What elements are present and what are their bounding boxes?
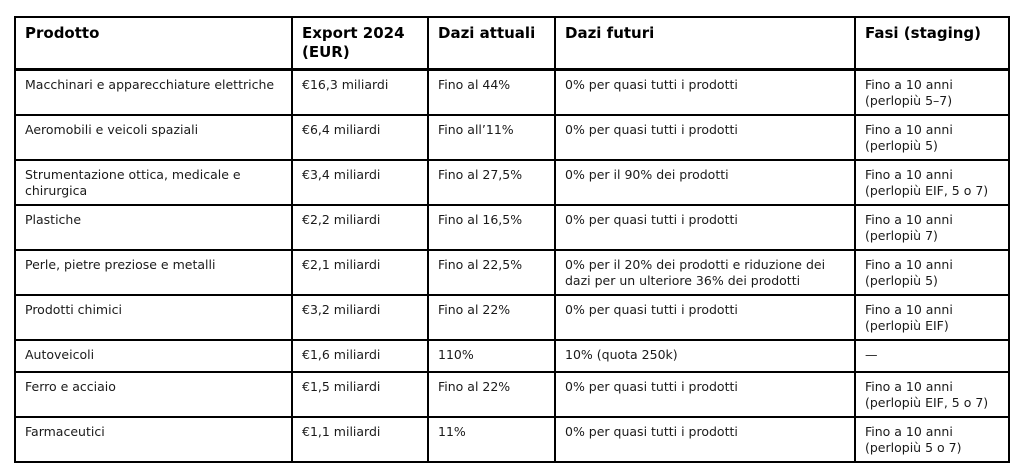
cell-dazi-attuali: 110% (427, 338, 556, 373)
cell-prodotto: Farmaceutici (14, 415, 293, 463)
cell-dazi-attuali: Fino all’11% (427, 113, 556, 161)
trade-tariff-table: Prodotto Export 2024 (EUR) Dazi attuali … (14, 16, 1010, 463)
cell-export: €3,4 miliardi (291, 158, 429, 206)
cell-export: €1,5 miliardi (291, 370, 429, 418)
trade-tariff-table-container: Prodotto Export 2024 (EUR) Dazi attuali … (14, 16, 1010, 463)
cell-dazi-futuri: 0% per il 90% dei prodotti (554, 158, 856, 206)
cell-export: €16,3 miliardi (291, 68, 429, 116)
cell-prodotto: Macchinari e apparecchiature elettriche (14, 68, 293, 116)
table-row: Strumentazione ottica, medicale e chirur… (14, 158, 1010, 206)
table-row: Prodotti chimici €3,2 miliardi Fino al 2… (14, 293, 1010, 341)
table-row: Plastiche €2,2 miliardi Fino al 16,5% 0%… (14, 203, 1010, 251)
column-header-dazi-attuali: Dazi attuali (427, 16, 556, 71)
cell-fasi: Fino a 10 anni (perlopiù EIF) (854, 293, 1010, 341)
cell-fasi: Fino a 10 anni (perlopiù 5 o 7) (854, 415, 1010, 463)
cell-prodotto: Ferro e acciaio (14, 370, 293, 418)
cell-dazi-futuri: 0% per quasi tutti i prodotti (554, 203, 856, 251)
cell-dazi-futuri: 0% per quasi tutti i prodotti (554, 68, 856, 116)
cell-export: €1,6 miliardi (291, 338, 429, 373)
table-row: Aeromobili e veicoli spaziali €6,4 milia… (14, 113, 1010, 161)
cell-fasi: Fino a 10 anni (perlopiù 7) (854, 203, 1010, 251)
cell-fasi: Fino a 10 anni (perlopiù 5) (854, 113, 1010, 161)
cell-fasi: — (854, 338, 1010, 373)
cell-dazi-attuali: Fino al 22,5% (427, 248, 556, 296)
cell-dazi-attuali: Fino al 22% (427, 370, 556, 418)
cell-dazi-attuali: Fino al 16,5% (427, 203, 556, 251)
cell-dazi-futuri: 0% per il 20% dei prodotti e riduzione d… (554, 248, 856, 296)
cell-prodotto: Strumentazione ottica, medicale e chirur… (14, 158, 293, 206)
table-row: Autoveicoli €1,6 miliardi 110% 10% (quot… (14, 338, 1010, 373)
cell-dazi-attuali: Fino al 22% (427, 293, 556, 341)
cell-prodotto: Aeromobili e veicoli spaziali (14, 113, 293, 161)
cell-fasi: Fino a 10 anni (perlopiù EIF, 5 o 7) (854, 370, 1010, 418)
cell-dazi-futuri: 10% (quota 250k) (554, 338, 856, 373)
cell-dazi-futuri: 0% per quasi tutti i prodotti (554, 370, 856, 418)
column-header-fasi-staging: Fasi (staging) (854, 16, 1010, 71)
cell-export: €3,2 miliardi (291, 293, 429, 341)
table-row: Farmaceutici €1,1 miliardi 11% 0% per qu… (14, 415, 1010, 463)
cell-export: €2,2 miliardi (291, 203, 429, 251)
cell-prodotto: Perle, pietre preziose e metalli (14, 248, 293, 296)
cell-prodotto: Autoveicoli (14, 338, 293, 373)
column-header-dazi-futuri: Dazi futuri (554, 16, 856, 71)
column-header-export-2024: Export 2024 (EUR) (291, 16, 429, 71)
cell-dazi-futuri: 0% per quasi tutti i prodotti (554, 113, 856, 161)
cell-dazi-attuali: Fino al 44% (427, 68, 556, 116)
table-row: Macchinari e apparecchiature elettriche … (14, 68, 1010, 116)
header-row: Prodotto Export 2024 (EUR) Dazi attuali … (14, 16, 1010, 71)
cell-dazi-attuali: Fino al 27,5% (427, 158, 556, 206)
table-row: Ferro e acciaio €1,5 miliardi Fino al 22… (14, 370, 1010, 418)
cell-dazi-attuali: 11% (427, 415, 556, 463)
cell-dazi-futuri: 0% per quasi tutti i prodotti (554, 293, 856, 341)
cell-prodotto: Plastiche (14, 203, 293, 251)
table-row: Perle, pietre preziose e metalli €2,1 mi… (14, 248, 1010, 296)
cell-export: €1,1 miliardi (291, 415, 429, 463)
cell-dazi-futuri: 0% per quasi tutti i prodotti (554, 415, 856, 463)
cell-fasi: Fino a 10 anni (perlopiù 5) (854, 248, 1010, 296)
cell-export: €2,1 miliardi (291, 248, 429, 296)
column-header-prodotto: Prodotto (14, 16, 293, 71)
cell-fasi: Fino a 10 anni (perlopiù EIF, 5 o 7) (854, 158, 1010, 206)
cell-export: €6,4 miliardi (291, 113, 429, 161)
cell-prodotto: Prodotti chimici (14, 293, 293, 341)
cell-fasi: Fino a 10 anni (perlopiù 5–7) (854, 68, 1010, 116)
